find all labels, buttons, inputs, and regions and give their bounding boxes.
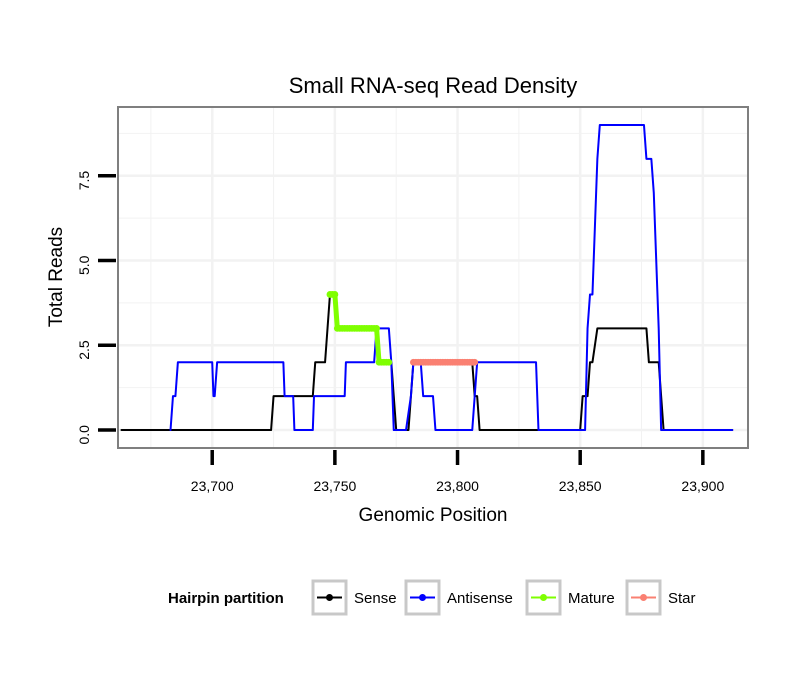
- chart-title: Small RNA-seq Read Density: [289, 73, 578, 98]
- legend: Hairpin partition Sense Antisense Mature: [168, 579, 696, 616]
- y-tick-label: 7.5: [76, 171, 92, 191]
- y-axis-title: Total Reads: [46, 227, 67, 327]
- data-point-star: [471, 358, 479, 366]
- legend-entry-mature: Mature: [525, 579, 615, 616]
- legend-entry-star: Star: [625, 579, 696, 616]
- grid-lines: [119, 108, 747, 447]
- y-tick-label: 5.0: [76, 255, 92, 275]
- legend-label-antisense: Antisense: [447, 590, 513, 607]
- panel-border: [117, 106, 749, 449]
- y-axis: 0.0 2.5 5.0 7.5: [76, 171, 116, 445]
- data-point-mature: [385, 358, 393, 366]
- x-tick-label: 23,850: [559, 478, 602, 494]
- series-line-sense: [120, 293, 734, 432]
- legend-label-mature: Mature: [568, 590, 615, 607]
- y-tick-label: 2.5: [76, 340, 92, 360]
- x-tick-label: 23,900: [681, 478, 724, 494]
- data-point-mature: [373, 324, 380, 332]
- x-tick-label: 23,800: [436, 478, 479, 494]
- legend-label-sense: Sense: [354, 590, 397, 607]
- x-tick-label: 23,750: [313, 478, 356, 494]
- legend-point-star: [640, 594, 647, 601]
- series-line-antisense: [169, 123, 734, 432]
- legend-point-antisense: [419, 594, 426, 601]
- legend-entry-sense: Sense: [311, 579, 397, 616]
- series-points: [326, 291, 479, 366]
- data-point-mature: [331, 291, 339, 298]
- legend-title: Hairpin partition: [168, 590, 284, 607]
- legend-point-sense: [326, 594, 333, 601]
- y-tick-label: 0.0: [76, 425, 92, 445]
- x-axis: 23,700 23,750 23,800 23,850 23,900: [191, 450, 724, 494]
- x-axis-title: Genomic Position: [359, 505, 508, 526]
- legend-label-star: Star: [668, 590, 696, 607]
- legend-point-mature: [540, 594, 547, 601]
- x-tick-label: 23,700: [191, 478, 234, 494]
- legend-entry-antisense: Antisense: [404, 579, 513, 616]
